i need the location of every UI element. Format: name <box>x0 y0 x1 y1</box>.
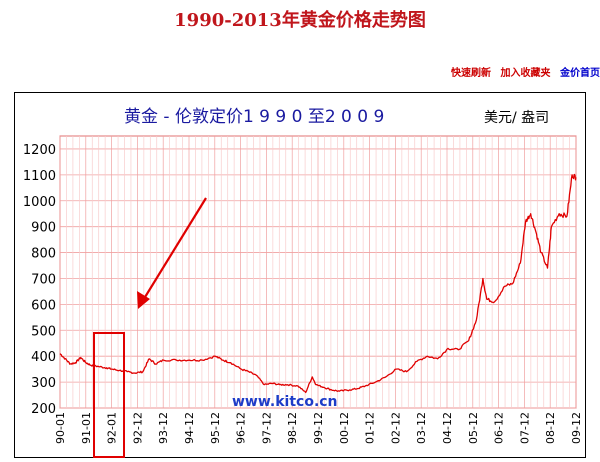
y-tick-label: 800 <box>31 247 56 262</box>
quick-refresh-link[interactable]: 快速刷新 <box>451 68 492 79</box>
chart-container: 黄金 - 伦敦定价1 9 9 0 至2 0 0 9 美元/ 盎司 200 300 4… <box>14 92 586 458</box>
x-tick-label: 00-12 <box>338 412 351 444</box>
y-tick-label: 900 <box>31 221 56 236</box>
x-tick-label: 97-12 <box>260 412 273 444</box>
x-tick-label: 08-12 <box>544 412 557 444</box>
gold-price-home-link[interactable]: 金价首页 <box>560 68 600 79</box>
x-tick-label: 92-12 <box>131 412 144 444</box>
y-tick-label: 600 <box>31 298 56 313</box>
top-links: 快速刷新 加入收藏夹 金价首页 <box>445 64 600 79</box>
x-tick-label: 94-12 <box>183 412 196 444</box>
y-tick-label: 1000 <box>23 195 56 210</box>
gold-price-line <box>59 173 577 394</box>
x-tick-label: 04-12 <box>441 412 454 444</box>
x-tick-label: 05-12 <box>467 412 480 444</box>
x-tick-label: 92-01 <box>106 412 119 444</box>
page-title: 1990-2013年黄金价格走势图 <box>174 10 426 31</box>
x-tick-label: 91-01 <box>80 412 93 444</box>
y-tick-label: 500 <box>31 324 56 339</box>
x-tick-label: 06-12 <box>493 412 506 444</box>
y-tick-label: 700 <box>31 272 56 287</box>
add-favorites-link[interactable]: 加入收藏夹 <box>500 68 551 79</box>
watermark: www.kitco.cn <box>232 394 338 410</box>
y-tick-label: 1100 <box>23 169 56 184</box>
x-tick-label: 07-12 <box>518 412 531 444</box>
x-tick-label: 09-12 <box>570 412 583 444</box>
x-tick-label: 03-12 <box>415 412 428 444</box>
x-tick-label: 98-12 <box>286 412 299 444</box>
x-tick-label: 02-12 <box>389 412 402 444</box>
axis-ticks: 200 300 400 500 600 700 800 900 1000 1100 1200 90-0… <box>23 143 583 444</box>
x-tick-label: 96-12 <box>235 412 248 444</box>
arrow-annotation <box>137 197 207 309</box>
x-tick-label: 01-12 <box>364 412 377 444</box>
y-tick-label: 400 <box>31 350 56 365</box>
x-tick-label: 99-12 <box>312 412 325 444</box>
y-tick-label: 300 <box>31 376 56 391</box>
y-tick-label: 1200 <box>23 143 56 158</box>
chart-frame <box>14 92 586 458</box>
gold-price-chart: 黄金 - 伦敦定价1 9 9 0 至2 0 0 9 美元/ 盎司 200 300 4… <box>14 92 586 458</box>
unit-label: 美元/ 盎司 <box>484 110 549 126</box>
x-tick-label: 93-12 <box>157 412 170 444</box>
grid <box>59 135 577 409</box>
x-tick-label: 95-12 <box>209 412 222 444</box>
y-tick-label: 200 <box>31 402 56 417</box>
chart-title: 黄金 - 伦敦定价1 9 9 0 至2 0 0 9 <box>124 107 384 127</box>
x-tick-label: 90-01 <box>54 412 67 444</box>
highlight-box <box>93 332 125 458</box>
